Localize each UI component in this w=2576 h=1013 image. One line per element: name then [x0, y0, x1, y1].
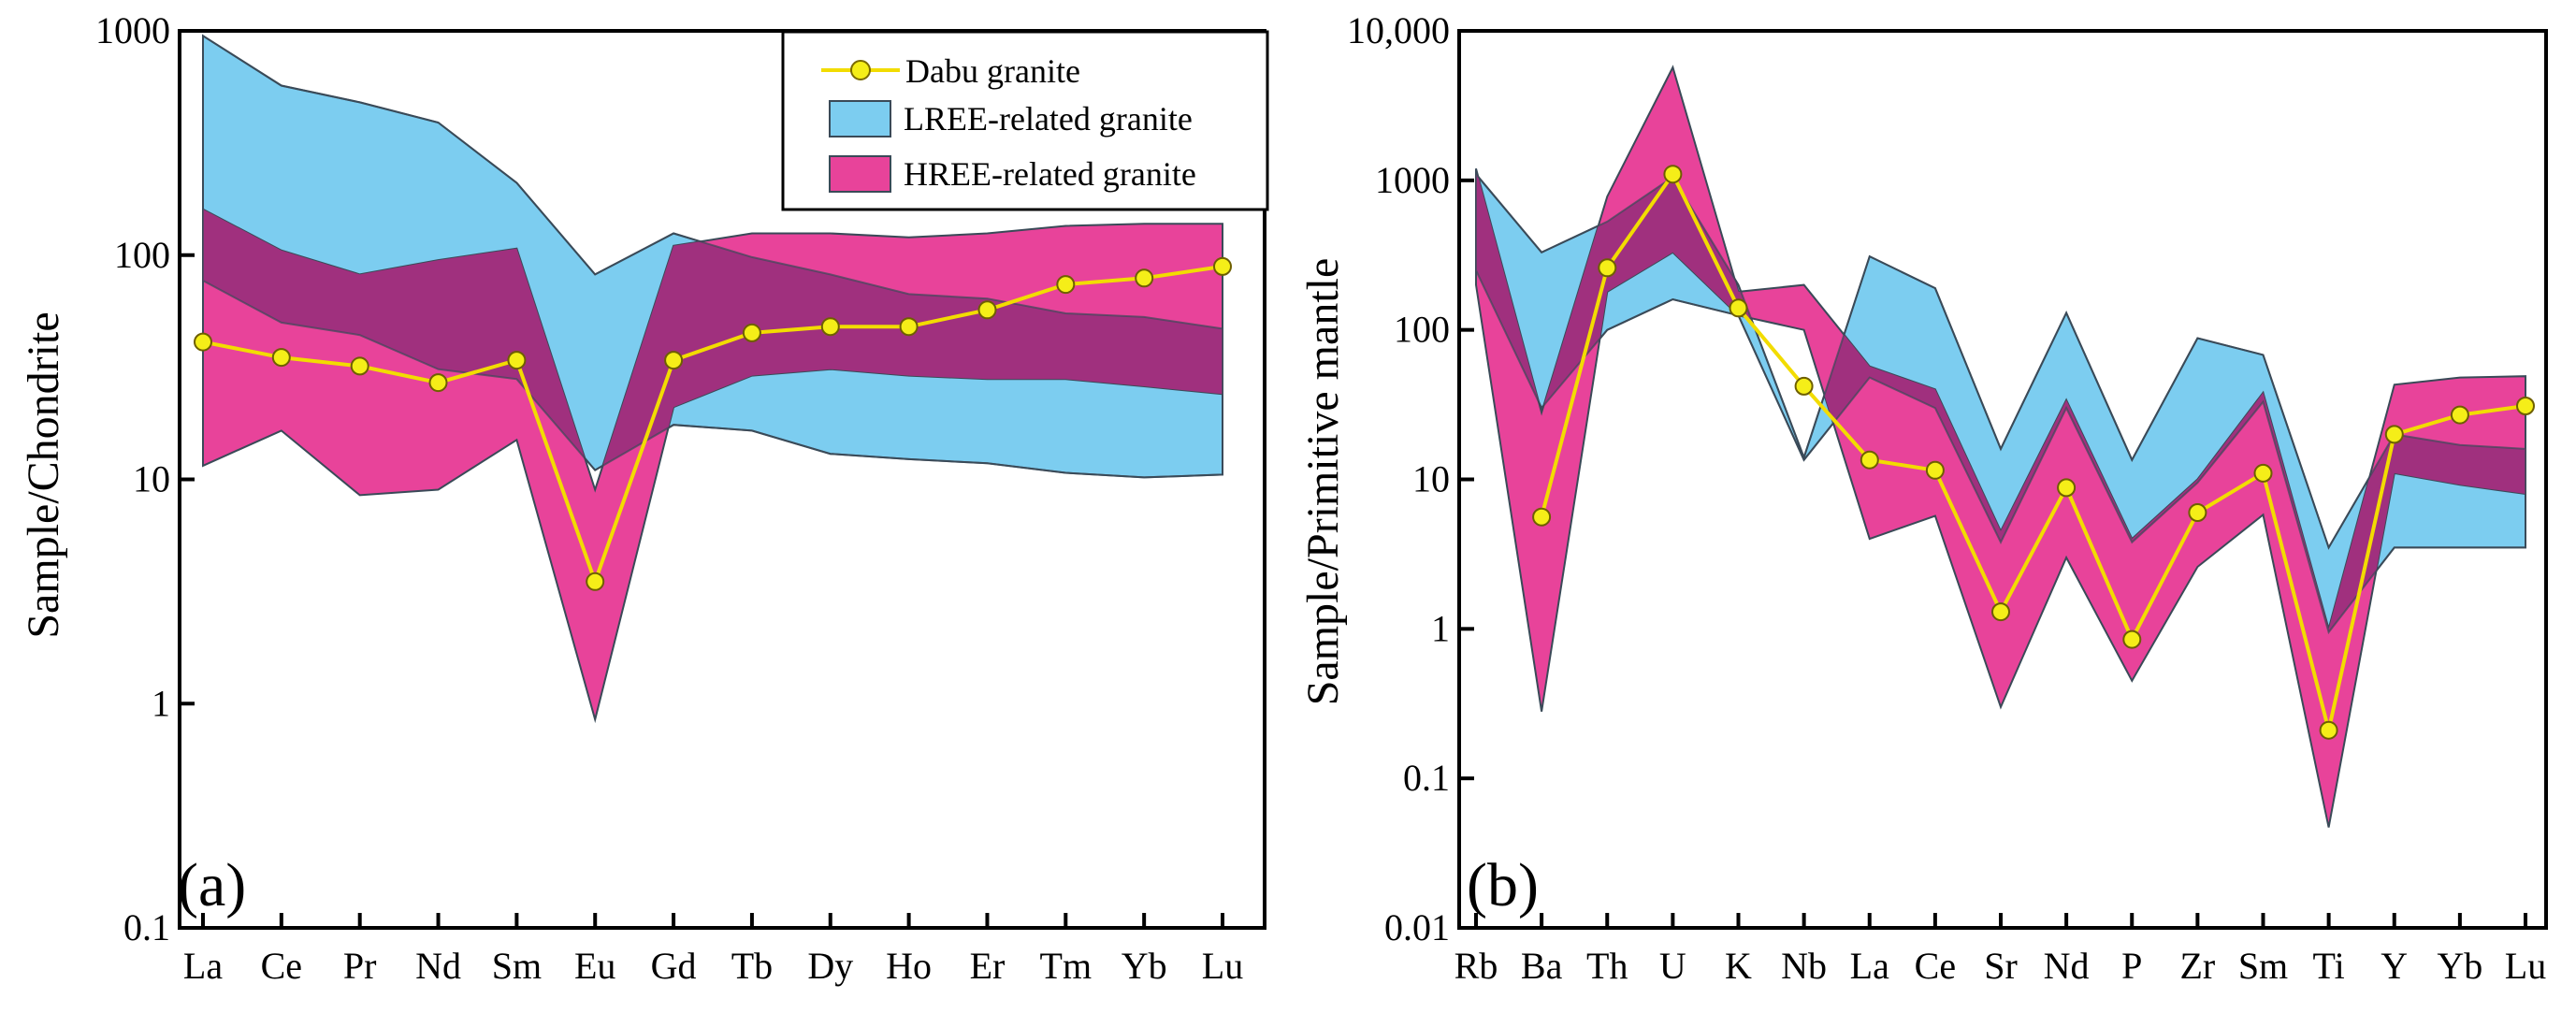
legend-dabu-label: Dabu granite — [905, 52, 1080, 90]
y-tick-label: 1000 — [95, 9, 170, 51]
panel-a-tag: (a) — [178, 851, 246, 919]
dabu-granite-point — [2450, 405, 2469, 425]
dabu-granite-point — [507, 351, 527, 370]
dabu-granite-point — [1532, 507, 1552, 527]
category-label-la: La — [183, 945, 223, 987]
y-tick-label: 1 — [1431, 607, 1450, 649]
y-tick-label: 1000 — [1375, 159, 1450, 201]
y-tick-label: 10 — [133, 458, 170, 500]
dabu-granite-point — [1598, 258, 1617, 278]
category-label-la: La — [1850, 945, 1889, 987]
y-tick-label: 100 — [114, 234, 170, 276]
y-tick-label: 10,000 — [1347, 9, 1450, 51]
category-label-tm: Tm — [1040, 945, 1093, 987]
category-label-nd: Nd — [415, 945, 461, 987]
dabu-granite-point — [1663, 165, 1683, 184]
dabu-granite-point — [586, 572, 605, 591]
dabu-granite-point — [1925, 460, 1945, 480]
category-label-zr: Zr — [2179, 945, 2215, 987]
dabu-granite-point — [664, 351, 684, 370]
category-label-p: P — [2121, 945, 2142, 987]
category-label-k: K — [1725, 945, 1752, 987]
dabu-granite-point — [1991, 602, 2010, 622]
legend-lree-swatch — [829, 100, 891, 137]
category-label-rb: Rb — [1454, 945, 1498, 987]
dabu-granite-point — [1213, 256, 1232, 276]
panel-a-chondrite-chart: 0.1 1 10 100 1000 La Ce Pr Nd Sm Eu Gd Tb Dy Ho Er Tm Yb L… — [19, 9, 1269, 987]
y-tick-label: 1 — [152, 682, 170, 724]
category-label-u: U — [1659, 945, 1686, 987]
y-tick-label: 0.1 — [123, 906, 170, 948]
legend-hree-label: HREE-related granite — [904, 155, 1196, 193]
panel-a-series — [194, 256, 1232, 591]
category-label-y: Y — [2381, 945, 2408, 987]
category-label-th: Th — [1586, 945, 1628, 987]
y-tick-label: 100 — [1394, 309, 1450, 351]
category-label-ce: Ce — [1915, 945, 1956, 987]
dabu-granite-point — [271, 348, 291, 368]
category-label-sm: Sm — [2238, 945, 2288, 987]
panel-a-ticks: 0.1 1 10 100 1000 La Ce Pr Nd Sm Eu Gd Tb Dy Ho Er Tm Yb L… — [95, 9, 1243, 987]
category-label-lu: Lu — [2505, 945, 2546, 987]
panel-b-series — [1532, 165, 2535, 740]
dabu-granite-point — [1794, 376, 1814, 396]
category-label-tb: Tb — [731, 945, 773, 987]
dabu-granite-point — [428, 373, 448, 393]
category-label-ce: Ce — [261, 945, 302, 987]
dabu-granite-line — [1540, 170, 2526, 731]
dabu-granite-line — [202, 264, 1223, 587]
dabu-granite-point — [194, 332, 212, 352]
dabu-granite-point — [2384, 425, 2404, 444]
dabu-granite-point — [820, 317, 840, 337]
panel-b-bands — [1475, 65, 2526, 828]
dabu-granite-point — [2319, 720, 2338, 740]
y-tick-label: 0.1 — [1403, 757, 1450, 799]
dabu-granite-point — [1729, 298, 1748, 318]
dabu-granite-point — [2188, 503, 2207, 522]
category-label-yb: Yb — [1122, 945, 1167, 987]
category-label-ba: Ba — [1521, 945, 1563, 987]
dabu-granite-point — [350, 356, 369, 376]
dabu-granite-point — [899, 317, 919, 337]
panel-b-tag: (b) — [1467, 851, 1539, 919]
dabu-granite-point — [2516, 397, 2535, 415]
lree-band-outline — [202, 34, 1223, 479]
dabu-granite-point — [2057, 478, 2077, 498]
dabu-granite-point — [1860, 450, 1879, 470]
dabu-granite-point — [1135, 268, 1154, 288]
category-label-lu: Lu — [1202, 945, 1243, 987]
band-overlap — [203, 209, 1223, 478]
y-tick-label: 10 — [1412, 458, 1450, 500]
dabu-granite-point — [2122, 630, 2142, 649]
category-label-ho: Ho — [886, 945, 932, 987]
legend-hree-swatch — [829, 155, 891, 193]
panel-a-bands — [202, 34, 1223, 724]
category-label-sr: Sr — [1984, 945, 2018, 987]
panel-b-ylabel: Sample/Primitive mantle — [1298, 258, 1348, 706]
panel-a-ylabel: Sample/Chondrite — [19, 311, 68, 638]
category-label-ti: Ti — [2313, 945, 2345, 987]
dabu-granite-point — [2253, 463, 2273, 483]
category-label-pr: Pr — [343, 945, 377, 987]
category-label-gd: Gd — [651, 945, 697, 987]
category-label-er: Er — [970, 945, 1006, 987]
legend-dabu-marker — [850, 60, 871, 80]
lree-band-outline — [1475, 171, 2526, 635]
category-label-eu: Eu — [574, 945, 615, 987]
category-label-nd: Nd — [2044, 945, 2090, 987]
legend-lree-label: LREE-related granite — [904, 100, 1193, 137]
category-label-sm: Sm — [492, 945, 542, 987]
category-label-dy: Dy — [807, 945, 853, 987]
y-tick-label: 0.01 — [1384, 906, 1450, 948]
legend: Dabu granite LREE-related granite HREE-r… — [781, 30, 1269, 211]
category-label-yb: Yb — [2437, 945, 2482, 987]
dabu-granite-point — [742, 323, 761, 342]
panel-b-ticks: 0.01 0.1 1 10 100 1000 10,000 Rb Ba Th U K Nb La Ce Sr N… — [1347, 9, 2546, 987]
dabu-granite-point — [1056, 275, 1076, 295]
panel-b-primitive-mantle-chart: 0.01 0.1 1 10 100 1000 10,000 Rb Ba Th U K Nb La Ce Sr N… — [1298, 9, 2548, 987]
category-label-nb: Nb — [1781, 945, 1827, 987]
dabu-granite-point — [977, 300, 997, 320]
